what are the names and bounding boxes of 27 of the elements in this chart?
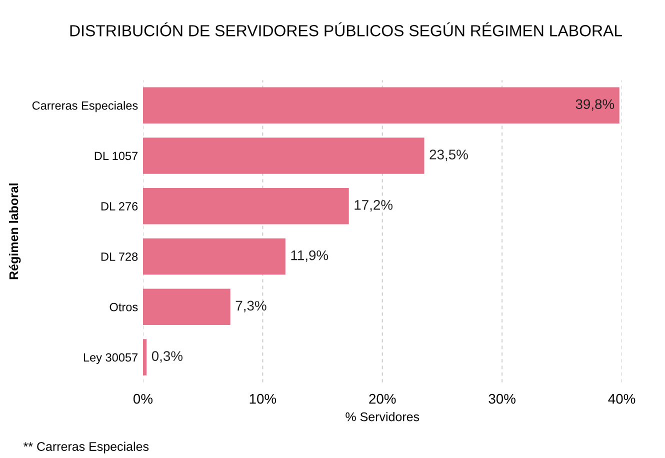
x-tick-label: 10% [250,394,276,404]
y-axis-title: Régimen laboral [8,184,21,280]
y-tick-label: Otros [110,302,138,312]
bar [142,238,286,275]
bar [142,188,349,224]
y-tick-label: DL 276 [101,202,138,210]
x-tick-label: 0% [133,394,153,404]
data-label: 0,3% [152,351,183,363]
y-tick-label: DL 728 [101,252,138,261]
x-tick-label: 40% [608,394,636,404]
x-axis-title: % Servidores [346,412,420,422]
y-tick-label: Carreras Especiales [32,101,138,112]
y-tick-label: DL 1057 [94,152,138,160]
bar [142,339,147,376]
bar [142,87,620,124]
data-label: 7,3% [236,300,266,312]
x-tick-label: 20% [369,394,396,404]
y-tick-label: Ley 30057 [84,353,138,364]
data-label: 39,8% [576,99,614,111]
x-tick-label: 30% [488,394,516,404]
bar [142,138,424,174]
bar [142,288,230,325]
data-label: 11,9% [291,250,328,262]
text: ** Carreras Especiales [23,442,149,454]
chart-title: DISTRIBUCIÓN DE SERVIDORES PÚBLICOS SEGÚN RÉGIMEN LABORAL [70,22,622,36]
data-label: 17,2% [354,200,393,212]
data-label: 23,5% [430,150,468,162]
